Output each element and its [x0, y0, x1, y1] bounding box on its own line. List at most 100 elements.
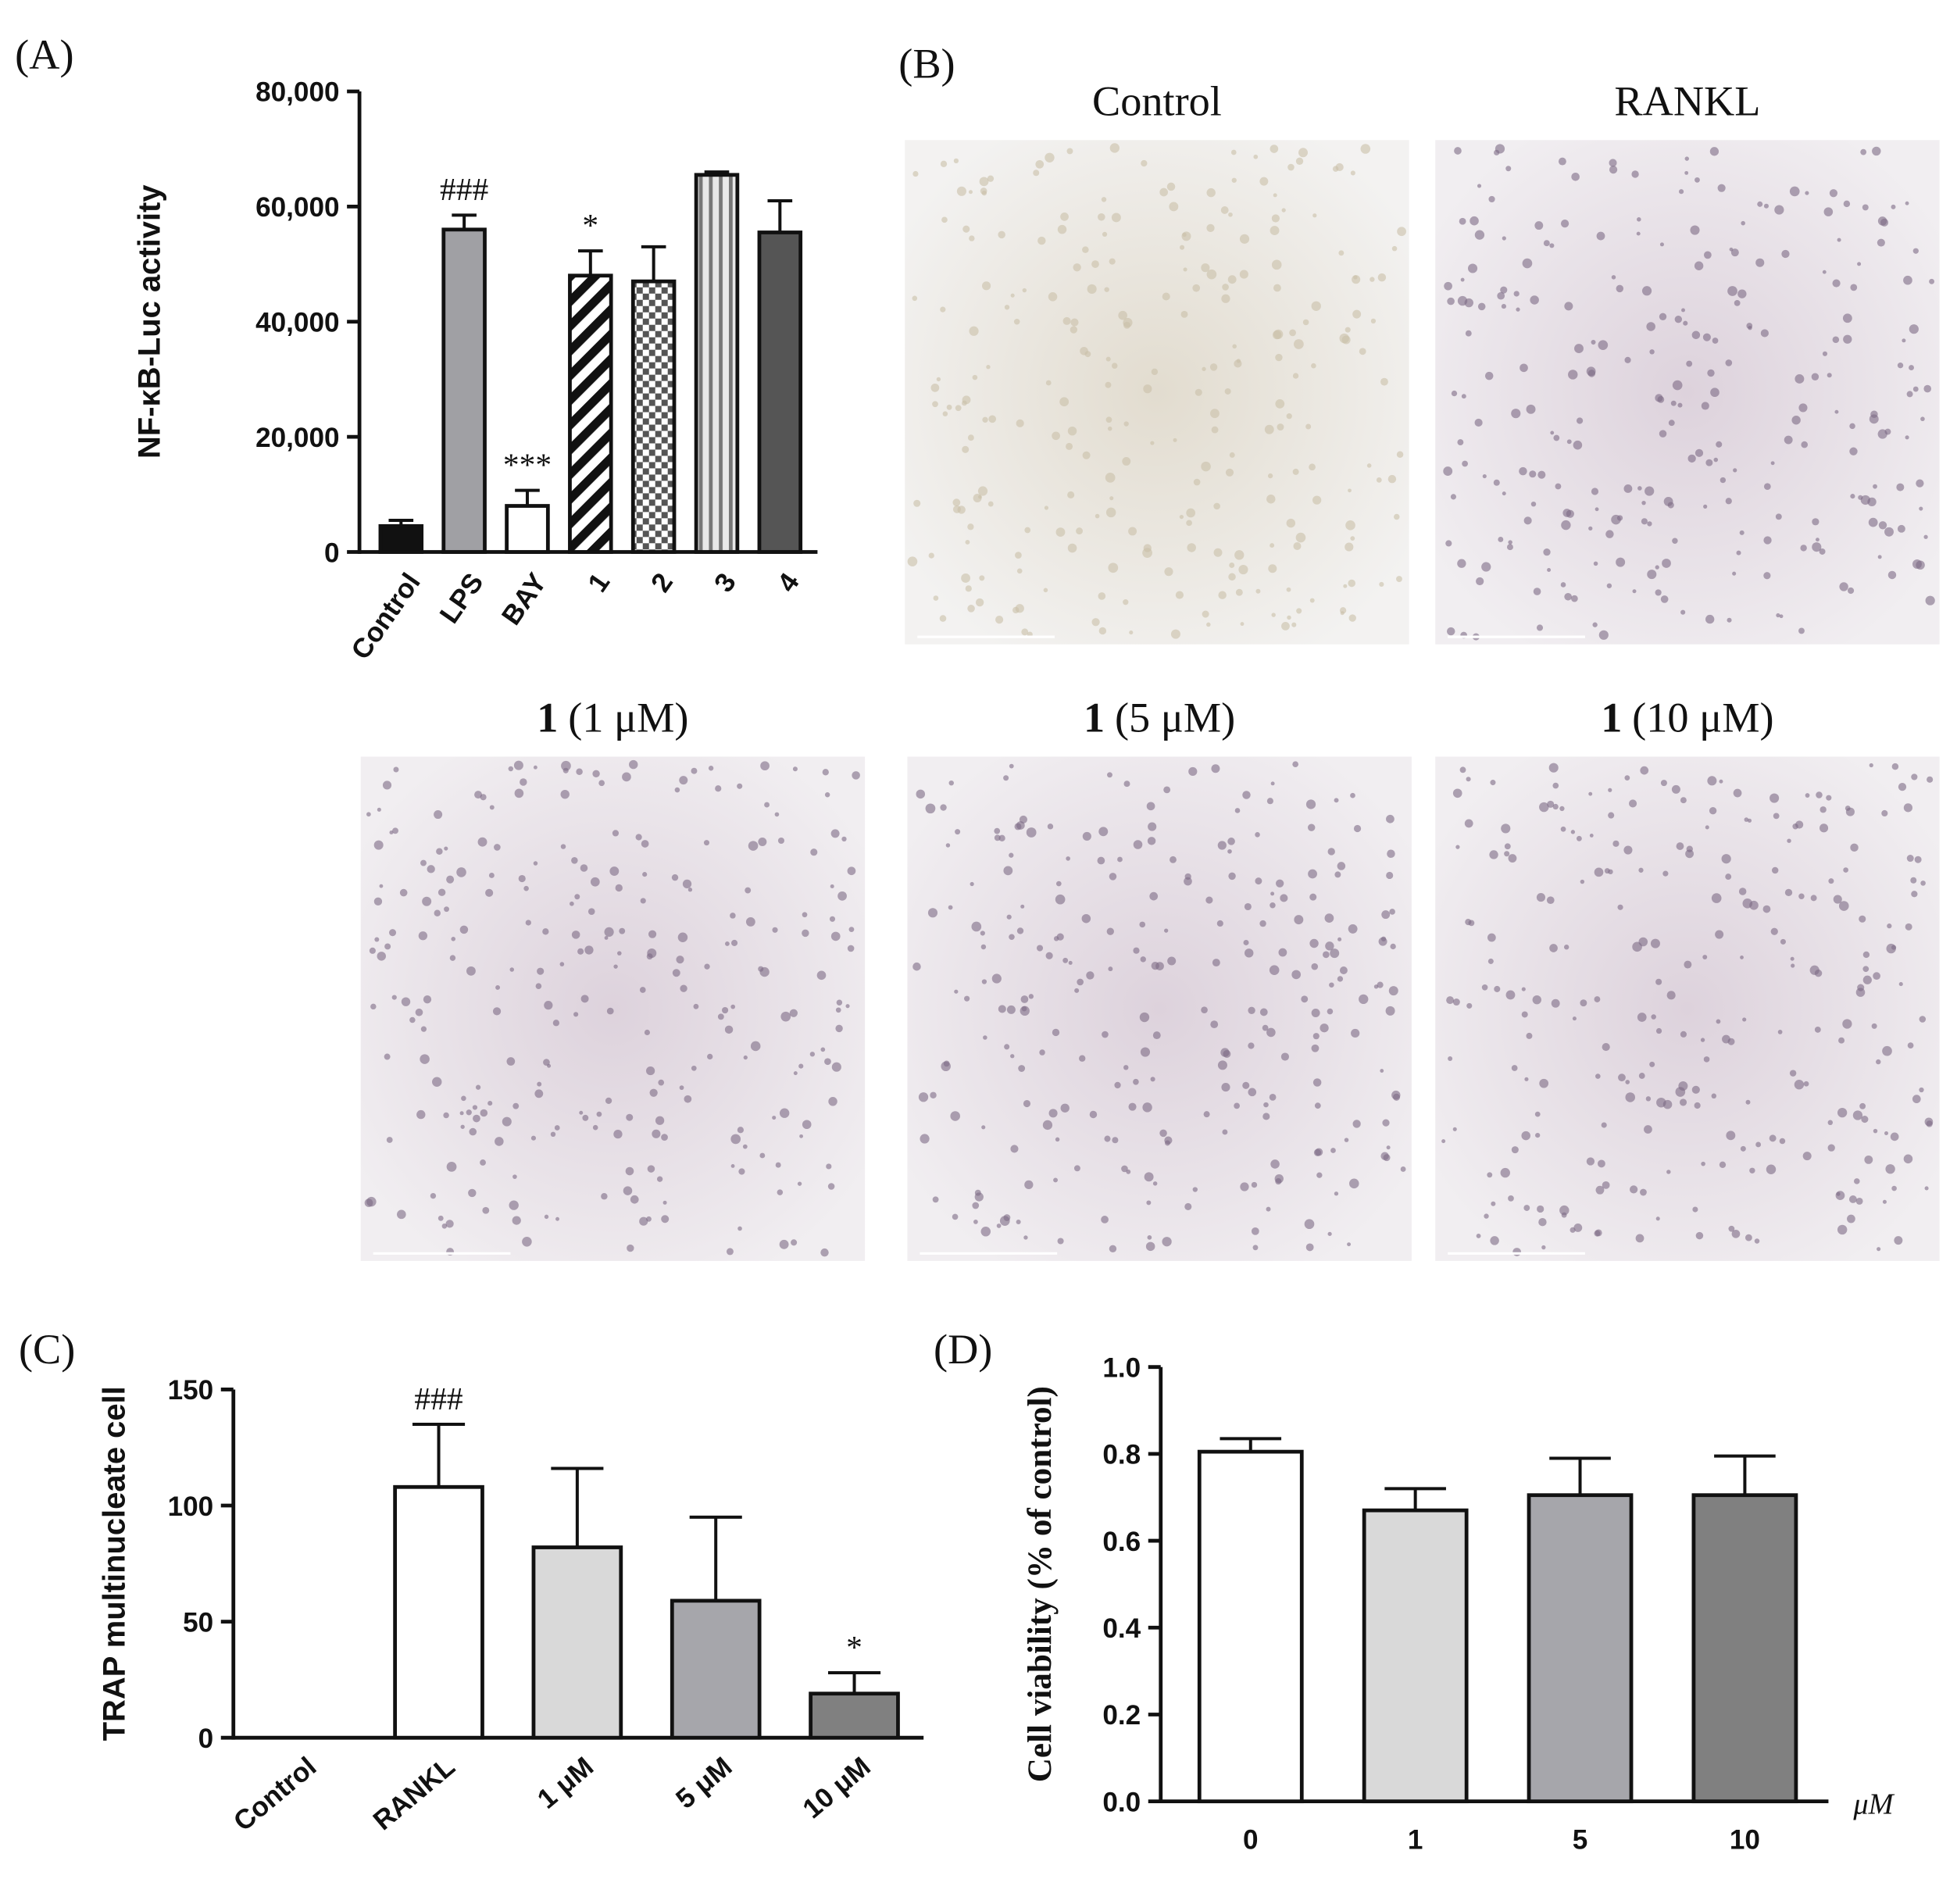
cell — [1476, 577, 1484, 586]
cell — [1725, 873, 1732, 881]
cell — [1325, 941, 1334, 951]
cell — [824, 792, 830, 798]
cell — [1854, 1178, 1860, 1184]
cell — [1719, 779, 1723, 784]
cell — [420, 1054, 430, 1064]
cell — [1749, 1167, 1755, 1173]
cell — [1382, 1119, 1390, 1127]
cell — [1695, 177, 1700, 183]
cell — [617, 951, 622, 956]
cell — [1791, 416, 1801, 425]
cell — [1736, 550, 1741, 555]
cell — [1097, 856, 1105, 865]
cell — [415, 1008, 423, 1016]
cell — [1862, 204, 1869, 211]
cell — [848, 927, 855, 933]
cell — [940, 160, 948, 167]
cell — [820, 1047, 826, 1052]
cell — [1909, 365, 1914, 371]
cell — [542, 928, 549, 935]
cell — [912, 170, 919, 177]
cell — [1337, 976, 1344, 982]
cell — [1170, 629, 1180, 639]
cell — [1150, 441, 1155, 445]
cell — [1195, 388, 1202, 396]
cell — [1234, 1102, 1240, 1109]
cell — [1055, 1137, 1060, 1142]
cell — [1649, 1061, 1655, 1067]
cell — [1062, 316, 1071, 325]
cell — [1441, 1139, 1446, 1144]
cell — [1872, 146, 1881, 156]
cell — [1586, 1157, 1595, 1166]
cell — [489, 805, 495, 810]
cell — [1609, 159, 1617, 167]
cell — [1350, 170, 1355, 176]
cell — [1466, 777, 1471, 782]
bar — [1197, 1449, 1304, 1804]
cell — [1897, 362, 1904, 369]
cell — [1500, 1167, 1510, 1178]
cell — [837, 891, 847, 901]
cell — [779, 1239, 789, 1249]
cell — [587, 908, 595, 915]
cell — [760, 761, 770, 771]
cell — [1023, 1099, 1031, 1108]
cell — [1592, 622, 1598, 627]
cell — [1370, 277, 1375, 282]
cell — [1044, 505, 1049, 510]
cell — [1660, 595, 1669, 603]
cell — [1803, 1081, 1809, 1087]
cell — [1526, 404, 1536, 414]
cell — [1920, 416, 1925, 422]
cell — [956, 186, 966, 196]
cell — [1702, 333, 1711, 341]
cell — [1645, 1096, 1652, 1102]
cell — [1476, 1233, 1481, 1238]
cell — [1680, 1031, 1687, 1038]
cell — [1234, 808, 1241, 813]
bar — [568, 273, 613, 554]
cell — [941, 1061, 951, 1072]
cell — [1337, 937, 1342, 941]
cell — [1523, 1205, 1530, 1211]
cell — [1571, 172, 1580, 181]
cell — [1763, 536, 1772, 545]
cell — [1223, 1050, 1231, 1058]
cell — [810, 848, 818, 856]
cell — [1186, 508, 1196, 518]
cell — [772, 927, 778, 933]
cell — [724, 941, 730, 946]
compound: 1 — [537, 695, 558, 741]
cell — [1091, 260, 1099, 268]
cell — [1343, 584, 1348, 588]
cell — [1894, 1236, 1903, 1245]
cell — [1222, 284, 1229, 291]
cell — [1141, 159, 1148, 167]
cell — [912, 962, 921, 971]
y-tick-label: 100 — [168, 1491, 214, 1522]
cell — [443, 1112, 449, 1119]
cell — [1048, 292, 1058, 302]
cell — [1210, 1020, 1219, 1029]
cell — [1454, 147, 1462, 155]
cell — [1045, 380, 1052, 386]
cell — [1580, 999, 1587, 1007]
x-tick-label: Control — [228, 1751, 323, 1837]
cell — [1594, 1230, 1601, 1237]
cell — [1598, 340, 1609, 350]
cell — [930, 383, 940, 392]
cell — [533, 861, 538, 866]
cell — [730, 1134, 741, 1145]
cell — [847, 945, 855, 952]
cell — [998, 834, 1005, 841]
cell — [427, 865, 435, 873]
cell — [1248, 1088, 1257, 1097]
cell — [1293, 541, 1302, 550]
cell — [1700, 1038, 1705, 1042]
cell — [1128, 527, 1137, 536]
cell — [1221, 1083, 1230, 1092]
cell — [1623, 845, 1633, 855]
cell — [1923, 384, 1932, 393]
cell — [1484, 1213, 1489, 1219]
